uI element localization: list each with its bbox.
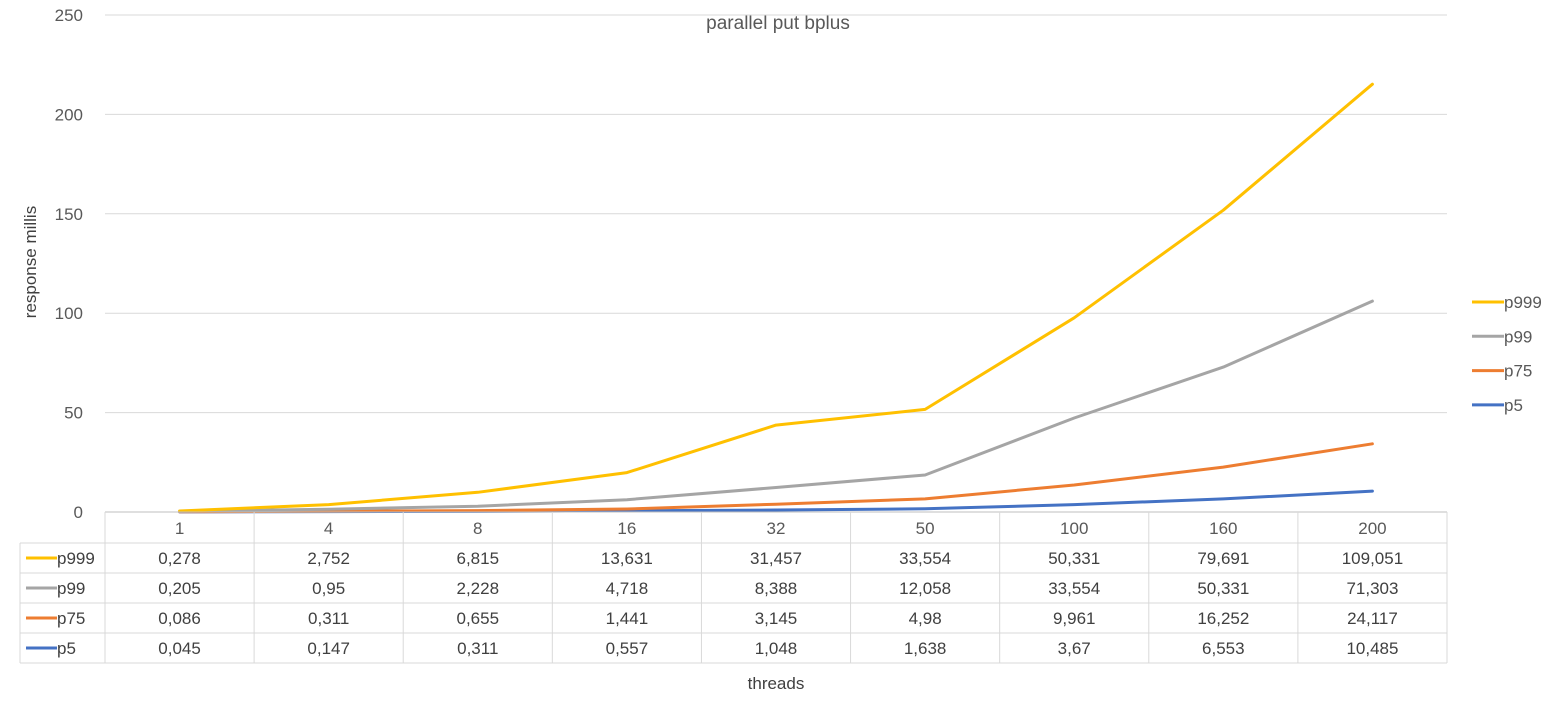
y-tick-label-150: 150: [55, 205, 83, 224]
table-cell: 109,051: [1342, 549, 1403, 568]
table-cell: 0,311: [457, 639, 498, 658]
y-tick-label-250: 250: [55, 6, 83, 25]
y-tick-label-100: 100: [55, 304, 83, 323]
data-table: 1 4 8 16 32 50 100 160 200 p999 0,278 2,752 6,815 13,…: [19, 511, 1448, 664]
table-cell: 13,631: [601, 549, 653, 568]
table-cell: 50,331: [1048, 549, 1100, 568]
x-tick-label-100: 100: [1060, 519, 1088, 538]
series-lines: [178, 82, 1374, 514]
table-cell: 3,67: [1058, 639, 1091, 658]
x-tick-label-1: 1: [175, 519, 184, 538]
table-cell: 33,554: [899, 549, 951, 568]
table-cell: 0,278: [158, 549, 201, 568]
table-cell: 1,048: [755, 639, 798, 658]
y-axis-ticks: 0 50 100 150 200 250: [55, 6, 83, 522]
x-tick-label-16: 16: [617, 519, 636, 538]
table-cell: 0,95: [312, 579, 345, 598]
table-cell: 71,303: [1346, 579, 1398, 598]
x-axis-title: threads: [748, 674, 805, 693]
table-row-label-p75: p75: [57, 609, 85, 628]
table-cell: 12,058: [899, 579, 951, 598]
table-cell: 50,331: [1197, 579, 1249, 598]
table-cell: 33,554: [1048, 579, 1100, 598]
y-tick-label-200: 200: [55, 105, 83, 124]
chart-title: parallel put bplus: [706, 13, 850, 34]
legend: p999 p99 p75 p5: [1472, 293, 1542, 415]
legend-label-p5: p5: [1504, 396, 1523, 415]
table-cell: 0,311: [308, 609, 349, 628]
x-tick-label-200: 200: [1358, 519, 1386, 538]
table-cell: 79,691: [1197, 549, 1249, 568]
series-line-p999: [178, 82, 1374, 513]
table-cell: 0,655: [457, 609, 500, 628]
table-cell: 4,718: [606, 579, 649, 598]
table-cell: 2,752: [307, 549, 350, 568]
table-cell: 16,252: [1197, 609, 1249, 628]
x-tick-label-4: 4: [324, 519, 333, 538]
legend-label-p99: p99: [1504, 327, 1532, 346]
table-cell: 0,557: [606, 639, 649, 658]
table-cell: 0,045: [158, 639, 201, 658]
table-cell: 3,145: [755, 609, 798, 628]
table-row-label-p99: p99: [57, 579, 85, 598]
table-cell: 6,815: [457, 549, 500, 568]
series-line-p75: [178, 442, 1374, 514]
table-cell: 10,485: [1346, 639, 1398, 658]
gridlines: [105, 14, 1447, 414]
table-cell: 6,553: [1202, 639, 1245, 658]
y-axis-title: response millis: [21, 206, 40, 318]
table-cell: 1,441: [606, 609, 649, 628]
table-cell: 9,961: [1053, 609, 1096, 628]
table-cell: 0,086: [158, 609, 201, 628]
table-cell: 24,117: [1347, 609, 1398, 628]
table-cell: 0,147: [307, 639, 350, 658]
y-tick-label-50: 50: [64, 404, 83, 423]
legend-label-p75: p75: [1504, 362, 1532, 381]
series-line-p99: [178, 299, 1374, 513]
table-cell: 4,98: [909, 609, 942, 628]
table-cell: 0,205: [158, 579, 201, 598]
table-cell: 2,228: [457, 579, 500, 598]
table-cell: 8,388: [755, 579, 798, 598]
table-cell: 1,638: [904, 639, 947, 658]
table-cell: 31,457: [750, 549, 802, 568]
x-tick-label-160: 160: [1209, 519, 1237, 538]
table-row-label-p999: p999: [57, 549, 95, 568]
legend-label-p999: p999: [1504, 293, 1542, 312]
table-row-label-p5: p5: [57, 639, 76, 658]
x-tick-label-32: 32: [767, 519, 786, 538]
x-tick-label-50: 50: [916, 519, 935, 538]
y-tick-label-0: 0: [74, 503, 83, 522]
x-tick-label-8: 8: [473, 519, 482, 538]
